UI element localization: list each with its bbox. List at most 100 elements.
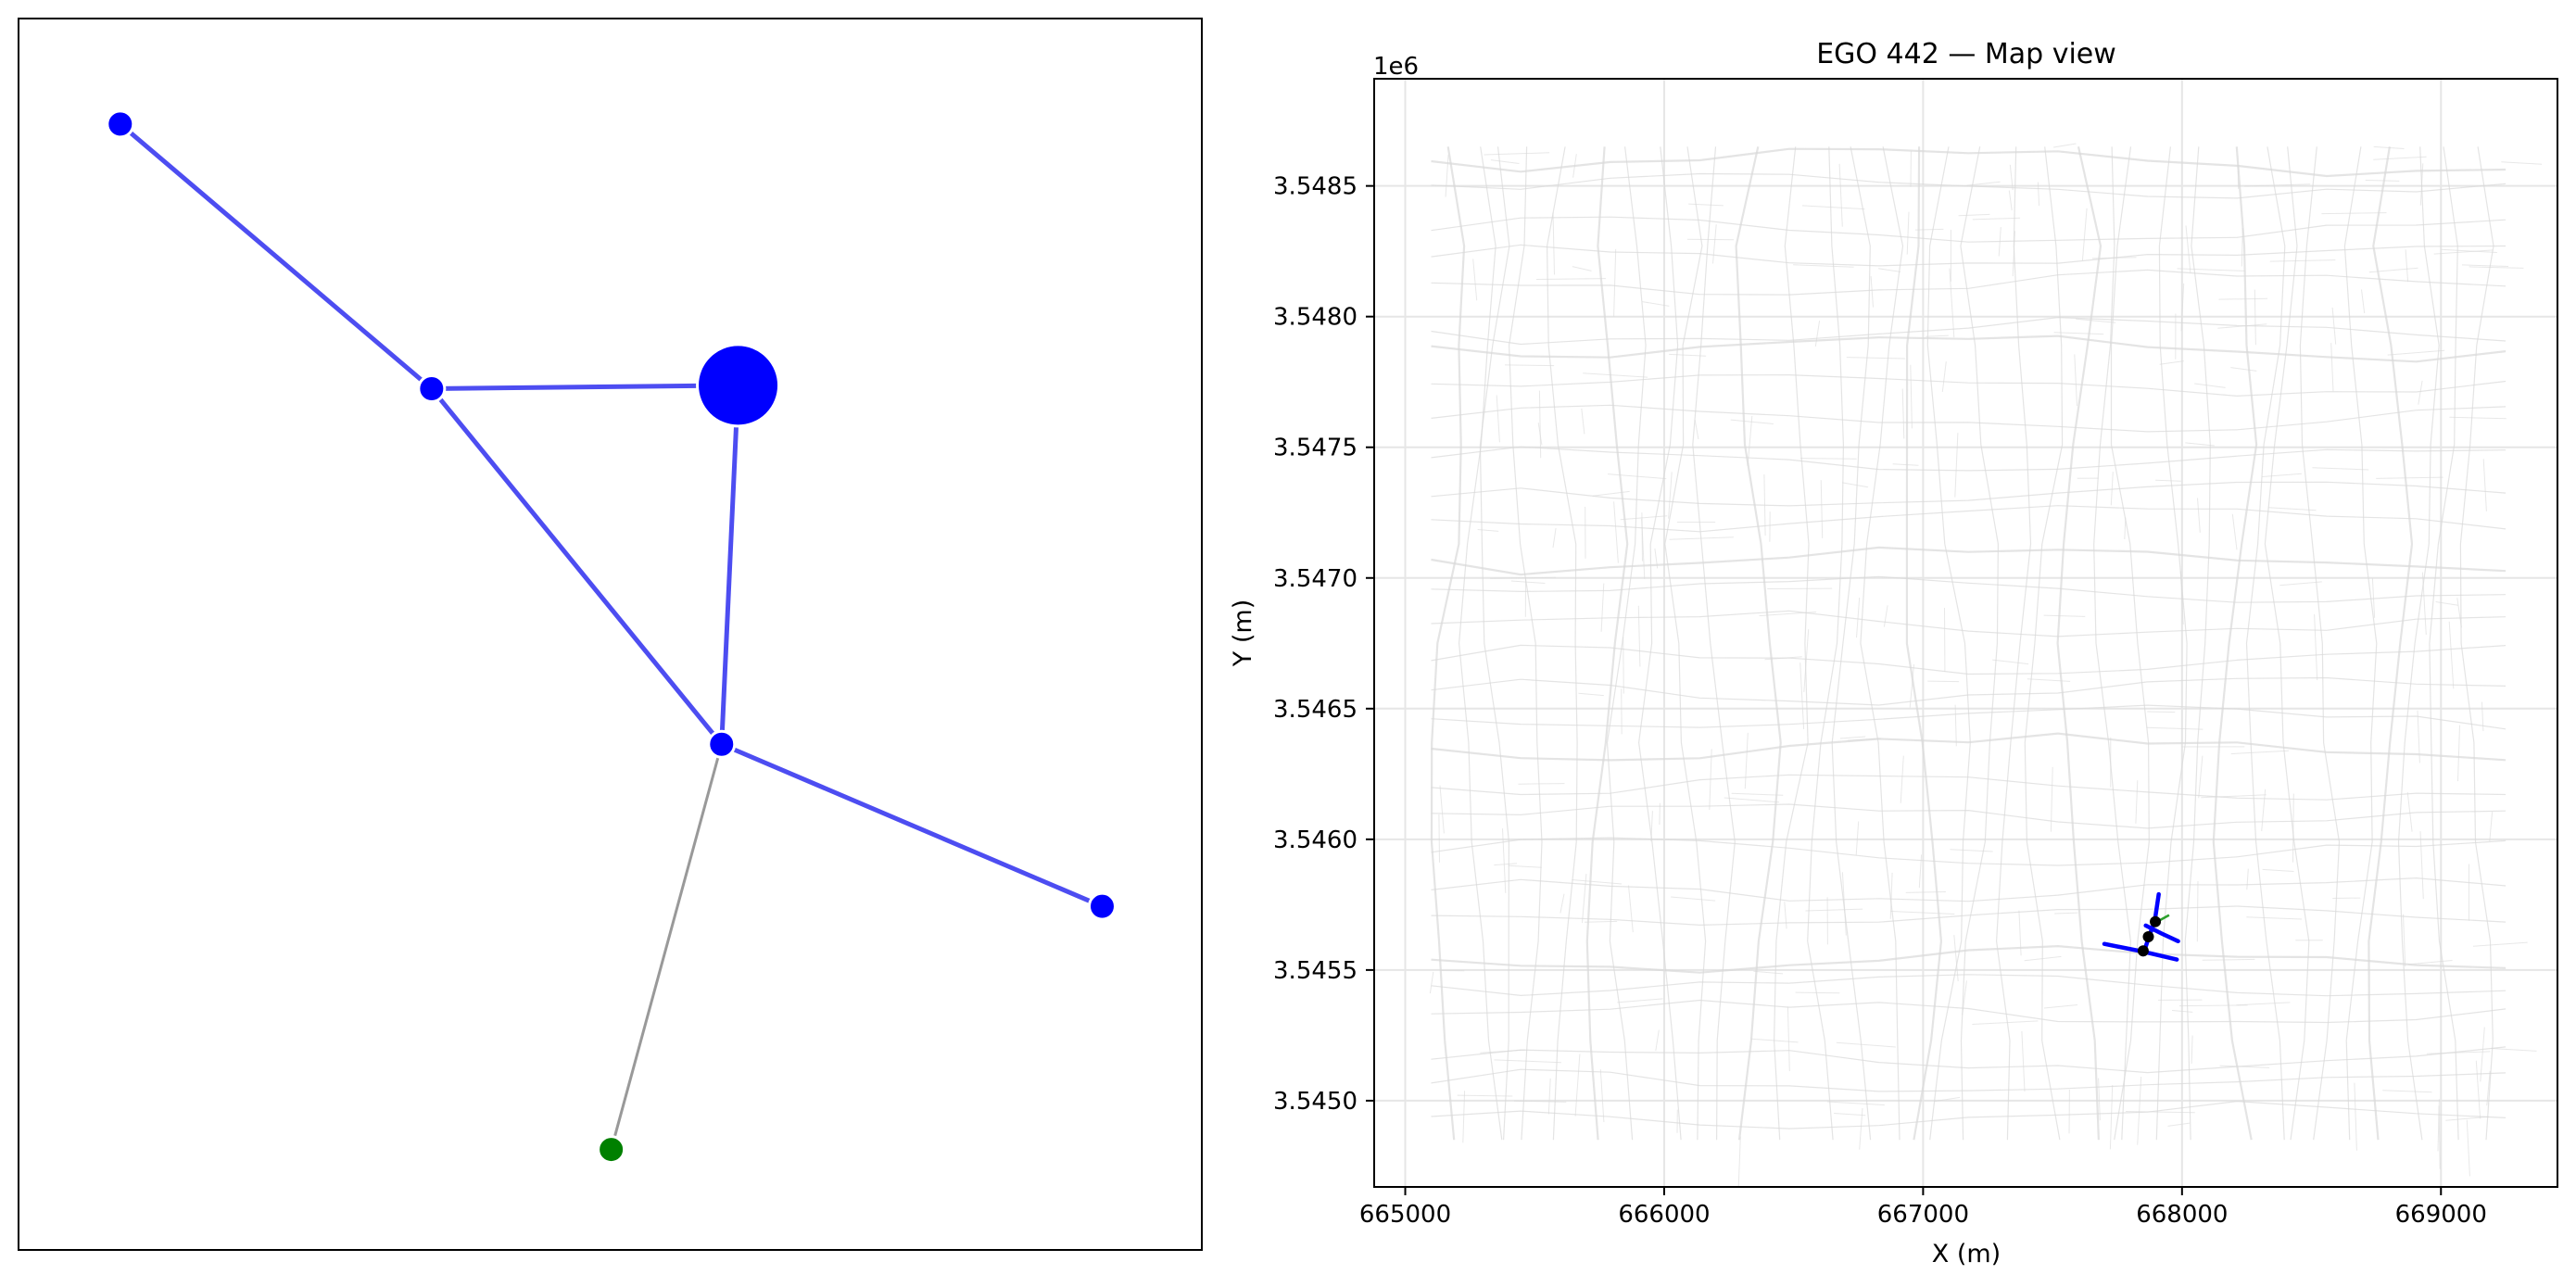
background-road	[1847, 738, 1881, 741]
background-road	[1795, 991, 1840, 994]
background-road	[2269, 259, 2336, 262]
trajectory-point	[2137, 945, 2149, 957]
background-road	[1431, 837, 2507, 866]
background-road	[2091, 257, 2137, 259]
background-road	[2198, 755, 2203, 799]
background-road	[1892, 463, 1919, 466]
background-road	[2429, 146, 2459, 1141]
background-road	[1637, 146, 1682, 1141]
background-road	[2009, 164, 2014, 191]
background-road	[1838, 163, 1843, 227]
background-road	[1479, 146, 1510, 1141]
background-road	[2387, 349, 2445, 356]
background-road	[1773, 146, 1810, 1141]
background-road	[2008, 190, 2013, 211]
background-road	[2056, 146, 2102, 1141]
background-road	[2354, 1082, 2357, 1151]
background-road	[2053, 332, 2104, 335]
background-road	[1585, 146, 1629, 1141]
background-road	[1490, 576, 1557, 579]
background-road	[1669, 536, 1734, 540]
background-road	[2365, 180, 2400, 182]
x-axis-label: X (m)	[1932, 1240, 2001, 1268]
background-road	[2262, 473, 2302, 477]
background-road	[1807, 146, 1845, 1141]
background-road	[1793, 264, 1854, 268]
background-road	[2093, 146, 2132, 1141]
background-road	[2261, 789, 2267, 831]
background-road	[2376, 476, 2443, 479]
background-road	[1496, 395, 1500, 443]
background-road	[1431, 505, 2507, 533]
background-road	[1431, 546, 2507, 576]
background-road	[1842, 482, 1869, 488]
background-road	[2243, 183, 2311, 187]
background-road	[1859, 1107, 1863, 1150]
background-road	[1753, 970, 1784, 975]
background-road	[1484, 152, 1550, 156]
background-road	[2137, 1076, 2142, 1145]
background-road	[1504, 364, 1555, 367]
background-road	[1600, 583, 1605, 632]
background-road	[1620, 515, 1668, 521]
background-road	[2419, 831, 2424, 900]
background-road	[1552, 212, 1555, 275]
background-road	[1431, 999, 2507, 1024]
background-road	[2481, 701, 2484, 732]
background-road	[1584, 920, 1618, 923]
background-road	[2435, 601, 2458, 606]
background-road	[1860, 146, 1904, 1141]
background-road	[2218, 297, 2268, 300]
map-grid	[1374, 79, 2557, 1187]
background-road	[1831, 146, 1872, 1141]
background-road	[2445, 1116, 2490, 1121]
background-road	[1905, 146, 1943, 1141]
background-road	[1431, 446, 2507, 472]
background-road	[2219, 1065, 2270, 1068]
background-road	[2331, 307, 2337, 345]
background-road	[1457, 1094, 1513, 1097]
background-road	[1628, 885, 1634, 933]
background-road	[2292, 793, 2294, 863]
background-road	[2441, 248, 2497, 253]
background-road	[2125, 1111, 2195, 1114]
background-road	[1535, 278, 1606, 280]
network-graph-panel	[18, 18, 1203, 1251]
background-road	[2469, 266, 2524, 269]
background-road	[1692, 146, 1736, 1141]
y-tick-label: 3.5460	[1273, 826, 1357, 854]
background-road	[1836, 1041, 1896, 1048]
x-tick-label: 669000	[2395, 1201, 2487, 1229]
background-road	[2418, 380, 2423, 405]
background-road	[2194, 383, 2226, 388]
background-road	[1846, 357, 1906, 360]
background-road	[1431, 172, 2507, 199]
background-road	[2196, 880, 2199, 942]
network-graph-frame	[18, 18, 1203, 1251]
background-road	[2486, 1070, 2491, 1106]
background-road	[1431, 334, 2507, 363]
background-road	[2264, 146, 2310, 1141]
background-road	[1712, 224, 1717, 264]
background-road	[1559, 893, 1565, 914]
background-road	[1926, 146, 1971, 1141]
background-road	[1480, 1049, 1526, 1054]
background-road	[1731, 792, 1784, 796]
background-road	[1592, 490, 1630, 497]
network-edge-n2-n4	[429, 386, 724, 746]
background-road	[2159, 360, 2184, 365]
background-road-network	[1429, 143, 2543, 1187]
background-road	[2267, 507, 2317, 511]
y-tick-label: 3.5480	[1273, 304, 1357, 332]
background-road	[1650, 811, 1653, 842]
network-edge-ego-n4	[719, 385, 741, 745]
background-road	[1694, 420, 1699, 440]
background-road	[2437, 1099, 2440, 1152]
background-road	[2330, 343, 2334, 392]
background-road	[2037, 182, 2040, 207]
background-road	[1688, 203, 1724, 207]
network-node-n2	[417, 373, 447, 403]
background-road	[2433, 249, 2494, 255]
background-road	[2279, 581, 2322, 587]
